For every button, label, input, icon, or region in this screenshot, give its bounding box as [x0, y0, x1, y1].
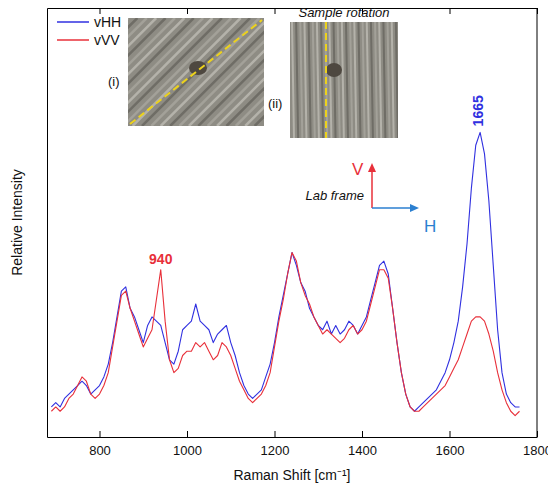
panel-label: (ii) — [268, 96, 282, 111]
frame-arrow — [372, 207, 412, 209]
arrow-head — [410, 204, 419, 212]
photo-texture — [346, 22, 348, 138]
legend-entry: vHH — [57, 14, 121, 30]
photo-texture — [371, 22, 373, 138]
lines — [51, 132, 519, 415]
photo-texture — [255, 18, 264, 126]
x-tick-mark — [100, 431, 101, 437]
x-tick-top — [450, 8, 451, 14]
photo-texture — [161, 18, 264, 126]
legend: vHH vVV — [57, 14, 121, 48]
x-tick-top — [275, 8, 276, 14]
photo-texture — [363, 22, 365, 138]
y-axis-line — [47, 9, 48, 438]
x-tick-top — [187, 8, 188, 14]
legend-swatch — [57, 21, 89, 23]
legend-label: vVV — [94, 32, 120, 48]
spectrum-line — [51, 253, 519, 416]
arrow-head — [368, 163, 376, 172]
inset-caption: Sample rotation — [298, 5, 389, 20]
x-tick-mark — [450, 431, 451, 437]
photo-texture — [208, 18, 264, 126]
photo-texture — [375, 22, 377, 138]
x-tick-mark — [187, 431, 188, 437]
photo-texture — [245, 18, 264, 126]
frame-arrow — [371, 170, 373, 208]
legend-entry: vVV — [57, 32, 120, 48]
orientation-line — [130, 20, 262, 124]
photo-texture — [325, 22, 327, 138]
frame-right — [537, 8, 538, 437]
legend-swatch — [57, 39, 89, 41]
spectrum-line — [51, 132, 519, 411]
sample-spot — [326, 63, 342, 77]
frame-axis-label: H — [424, 217, 436, 236]
photo-texture — [304, 22, 306, 138]
photo-background — [290, 22, 398, 138]
photo-texture — [296, 22, 298, 138]
x-axis-line — [48, 437, 538, 438]
photo-texture — [217, 18, 264, 126]
x-tick-mark — [187, 8, 188, 14]
x-tick-label: 1600 — [436, 443, 465, 458]
x-tick-label: 1200 — [261, 443, 290, 458]
photo-texture — [354, 22, 356, 138]
photo-texture — [292, 22, 294, 138]
peak-label: 940 — [149, 251, 173, 267]
photo-texture — [367, 22, 369, 138]
x-tick: 1200 — [261, 431, 290, 458]
photo-texture — [128, 18, 222, 126]
x-tick: 1600 — [436, 431, 465, 458]
sample-photo — [290, 22, 398, 138]
x-tick-label: 1400 — [348, 443, 377, 458]
x-tick: 1400 — [348, 431, 377, 458]
photo-texture — [300, 22, 302, 138]
photo-texture — [334, 22, 336, 138]
frame-label: Lab frame — [305, 188, 364, 203]
chart: 800 1000 1200 1400 1600 1800 vHH vVV 940 1665 Rama… — [0, 0, 548, 489]
photo-texture — [128, 18, 156, 126]
x-tick-label: 1800 — [523, 443, 548, 458]
photo-texture — [388, 22, 390, 138]
frame-top — [48, 8, 538, 9]
panel-label: (i) — [108, 74, 120, 89]
x-axis: 800 1000 1200 1400 1600 1800 — [48, 431, 548, 458]
x-tick-label: 1000 — [173, 443, 202, 458]
photo-texture — [198, 18, 264, 126]
plot: 800 1000 1200 1400 1600 1800 vHH vVV 940 1665 — [48, 8, 548, 458]
x-tick-label: 800 — [89, 443, 111, 458]
photo-texture — [329, 22, 331, 138]
peak-label: 1665 — [470, 95, 486, 126]
photo-texture — [342, 22, 344, 138]
photo-texture — [350, 22, 352, 138]
y-axis-title: Relative Intensity — [9, 169, 25, 276]
photo-texture — [396, 22, 398, 138]
x-tick: 1000 — [173, 431, 202, 458]
photo-texture — [383, 22, 385, 138]
frame-axis-label: V — [352, 160, 364, 179]
photo-texture — [358, 22, 360, 138]
x-axis-title: Raman Shift [cm⁻¹] — [233, 467, 350, 483]
photo-texture — [379, 22, 381, 138]
x-tick: 1800 — [523, 431, 548, 458]
y-axis — [47, 9, 48, 438]
x-tick-mark — [275, 8, 276, 14]
photo-texture — [317, 22, 319, 138]
legend-label: vHH — [94, 14, 121, 30]
inset: (i) (ii) Sample rotation V H Lab frame — [20, 5, 436, 236]
photo-texture — [170, 18, 264, 126]
sample-spot — [189, 61, 207, 75]
sample-photo — [128, 18, 264, 126]
x-tick: 800 — [89, 431, 111, 458]
photo-texture — [338, 22, 340, 138]
photo-texture — [321, 22, 323, 138]
x-tick-mark — [275, 431, 276, 437]
x-tick-mark — [362, 431, 363, 437]
photo-texture — [309, 22, 311, 138]
orientation-line — [325, 22, 327, 138]
photo-texture — [392, 22, 394, 138]
x-tick-mark — [450, 8, 451, 14]
photo-texture — [313, 22, 315, 138]
